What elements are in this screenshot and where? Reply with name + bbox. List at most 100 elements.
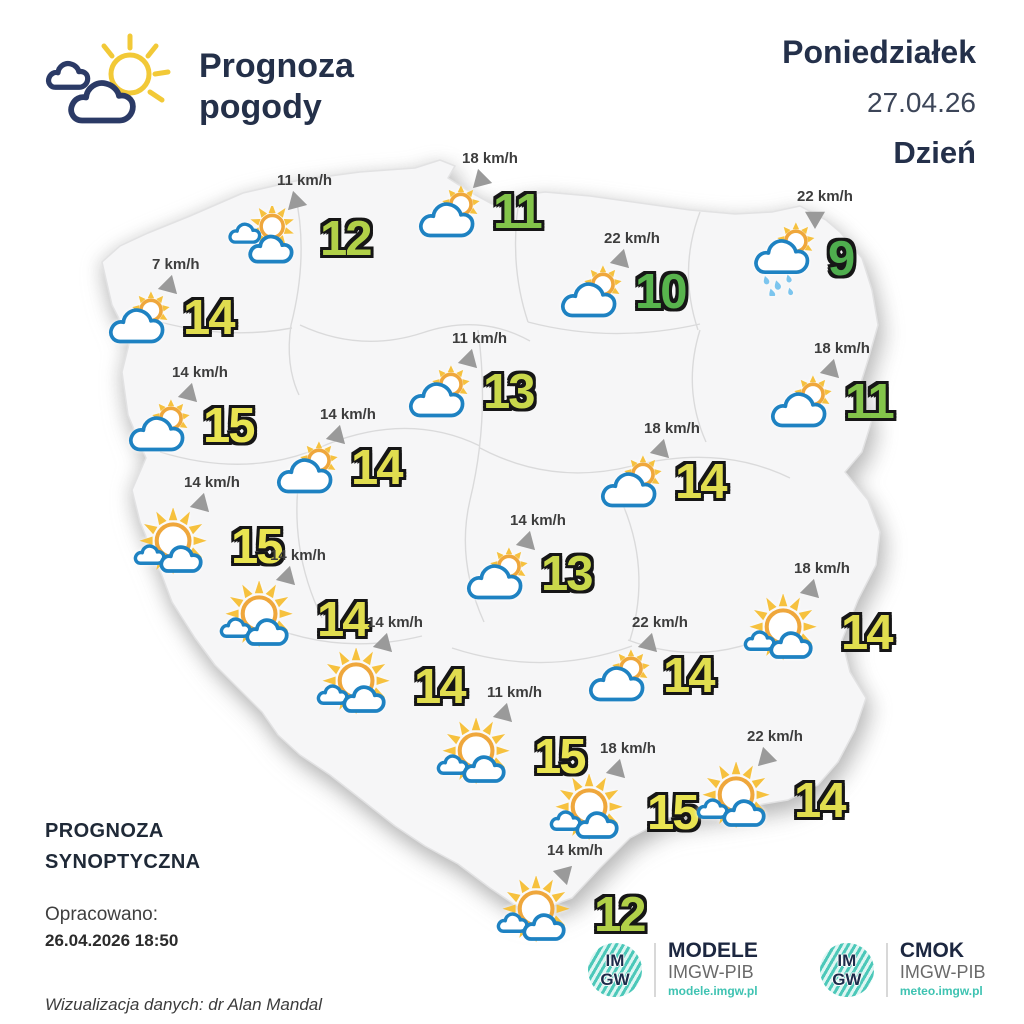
temperature-value: 14 bbox=[183, 291, 235, 345]
poland-outline bbox=[101, 159, 881, 909]
cloud-sun-icon bbox=[268, 440, 344, 496]
logo-cmok: IM GW CMOK IMGW-PIB meteo.imgw.pl bbox=[819, 939, 986, 999]
weather-station-station-15: 22 km/h 14 bbox=[580, 614, 770, 734]
logo-name: MODELE bbox=[668, 939, 758, 962]
weather-station-station-16: 18 km/h 14 bbox=[742, 560, 932, 680]
weather-station-station-11: 14 km/h 15 bbox=[132, 474, 322, 594]
logo-url: modele.imgw.pl bbox=[668, 983, 758, 998]
wind-speed-label: 11 km/h bbox=[277, 172, 333, 189]
temperature-value: 13 bbox=[483, 365, 535, 419]
wind-speed-label: 18 km/h bbox=[814, 340, 870, 357]
wind-speed-label: 18 km/h bbox=[794, 560, 850, 577]
logo-url: meteo.imgw.pl bbox=[899, 983, 983, 998]
weather-station-station-05: 7 km/h 14 bbox=[100, 256, 290, 376]
wind-speed-label: 14 km/h bbox=[320, 406, 376, 423]
wind-speed-label: 14 km/h bbox=[270, 547, 326, 564]
wind-speed-label: 14 km/h bbox=[367, 614, 423, 631]
weather-station-station-10: 18 km/h 14 bbox=[592, 420, 782, 540]
logo-name: CMOK bbox=[899, 939, 965, 962]
weather-station-station-02: 18 km/h 11 bbox=[410, 150, 600, 270]
wind-speed-label: 22 km/h bbox=[797, 188, 853, 205]
cloud-sun-icon bbox=[592, 454, 668, 510]
cloud-sun-icon bbox=[458, 546, 534, 602]
wind-speed-label: 14 km/h bbox=[510, 512, 566, 529]
date-label: 27.04.26 bbox=[867, 87, 976, 118]
temperature-value: 12 bbox=[594, 887, 646, 942]
cloud-sun-icon bbox=[552, 264, 628, 320]
visualization-credit: Wizualizacja danych: dr Alan Mandal bbox=[45, 995, 323, 1014]
weather-station-station-08: 14 km/h 14 bbox=[268, 406, 458, 526]
temperature-value: 15 bbox=[647, 785, 699, 840]
sun-clouds-icon bbox=[695, 761, 787, 839]
prepared-label: Opracowano: bbox=[45, 904, 159, 925]
temperature-value: 11 bbox=[845, 375, 895, 429]
cloud-sun-icon bbox=[410, 184, 486, 240]
weather-station-station-01: 11 km/h 12 bbox=[225, 172, 415, 292]
wind-speed-label: 11 km/h bbox=[487, 684, 543, 701]
weather-station-station-12: 14 km/h 13 bbox=[458, 512, 648, 632]
wind-speed-label: 18 km/h bbox=[600, 740, 656, 757]
weather-station-station-03: 22 km/h 10 bbox=[552, 230, 742, 350]
day-part: Dzień bbox=[893, 135, 976, 170]
temperature-value: 10 bbox=[635, 265, 687, 319]
sun-clouds-icon bbox=[548, 773, 640, 851]
logo-modele: IM GW MODELE IMGW-PIB modele.imgw.pl bbox=[588, 939, 758, 999]
temperature-value: 12 bbox=[320, 212, 372, 266]
cloud-sun-icon bbox=[762, 374, 838, 430]
weather-station-station-09: 18 km/h 11 bbox=[762, 340, 952, 460]
weather-station-station-20: 14 km/h 12 bbox=[495, 842, 685, 962]
sun-clouds-icon bbox=[435, 717, 527, 795]
temperature-value: 11 bbox=[493, 185, 543, 239]
temperature-value: 9 bbox=[828, 232, 855, 286]
wind-speed-label: 14 km/h bbox=[547, 842, 603, 859]
wind-speed-label: 22 km/h bbox=[604, 230, 660, 247]
weather-station-station-07: 11 km/h 13 bbox=[400, 330, 590, 450]
logo-sub: IMGW-PIB bbox=[899, 962, 986, 983]
sun-clouds-icon bbox=[132, 507, 224, 585]
footer-logos: IM GW MODELE IMGW-PIB modele.imgw.pl IM … bbox=[588, 939, 986, 999]
weather-station-station-19: 22 km/h 14 bbox=[695, 728, 885, 848]
temperature-value: 15 bbox=[231, 519, 283, 574]
wind-speed-label: 14 km/h bbox=[172, 364, 228, 381]
cloud-sun-icon bbox=[100, 290, 176, 346]
forecast-type-title: PROGNOZA SYNOPTYCZNA bbox=[45, 820, 201, 873]
cloud-sun-2-icon bbox=[225, 203, 313, 272]
logo-divider bbox=[654, 942, 656, 997]
temperature-value: 15 bbox=[534, 729, 586, 784]
wind-speed-label: 18 km/h bbox=[462, 150, 518, 167]
cloud-sun-icon bbox=[120, 398, 196, 454]
sun-clouds-icon bbox=[315, 647, 407, 725]
wind-speed-label: 14 km/h bbox=[184, 474, 240, 491]
temperature-value: 13 bbox=[541, 547, 593, 601]
temperature-value: 15 bbox=[203, 399, 255, 453]
temperature-value: 14 bbox=[663, 649, 715, 703]
temperature-value: 14 bbox=[675, 455, 727, 509]
weather-station-station-13: 14 km/h 14 bbox=[218, 547, 408, 667]
temperature-value: 14 bbox=[351, 441, 403, 495]
cloud-sun-icon bbox=[400, 364, 476, 420]
sun-clouds-icon bbox=[742, 593, 834, 671]
weather-station-station-04: 22 km/h 9 bbox=[745, 188, 935, 308]
wind-speed-label: 7 km/h bbox=[152, 256, 200, 273]
imgw-badge-icon: IM GW bbox=[588, 942, 642, 997]
temperature-value: 14 bbox=[414, 659, 466, 714]
weather-station-station-14: 14 km/h 14 bbox=[315, 614, 505, 734]
weather-station-station-17: 11 km/h 15 bbox=[435, 684, 625, 804]
wind-speed-label: 11 km/h bbox=[452, 330, 508, 347]
page-title: Prognoza pogody bbox=[199, 47, 354, 127]
cloud-sun-rain-icon bbox=[745, 222, 821, 298]
temperature-value: 14 bbox=[794, 773, 846, 828]
wind-speed-label: 18 km/h bbox=[644, 420, 700, 437]
temperature-value: 14 bbox=[841, 605, 893, 660]
wind-speed-label: 22 km/h bbox=[632, 614, 688, 631]
temperature-value: 14 bbox=[317, 592, 369, 647]
imgw-badge-icon: IM GW bbox=[819, 942, 874, 997]
wind-speed-label: 22 km/h bbox=[747, 728, 803, 745]
cloud-sun-icon bbox=[580, 648, 656, 704]
app-logo-sun-cloud-icon bbox=[45, 33, 171, 124]
weather-station-station-18: 18 km/h 15 bbox=[548, 740, 738, 860]
sun-clouds-icon bbox=[495, 875, 587, 953]
logo-divider bbox=[885, 942, 888, 997]
logo-sub: IMGW-PIB bbox=[668, 962, 754, 983]
